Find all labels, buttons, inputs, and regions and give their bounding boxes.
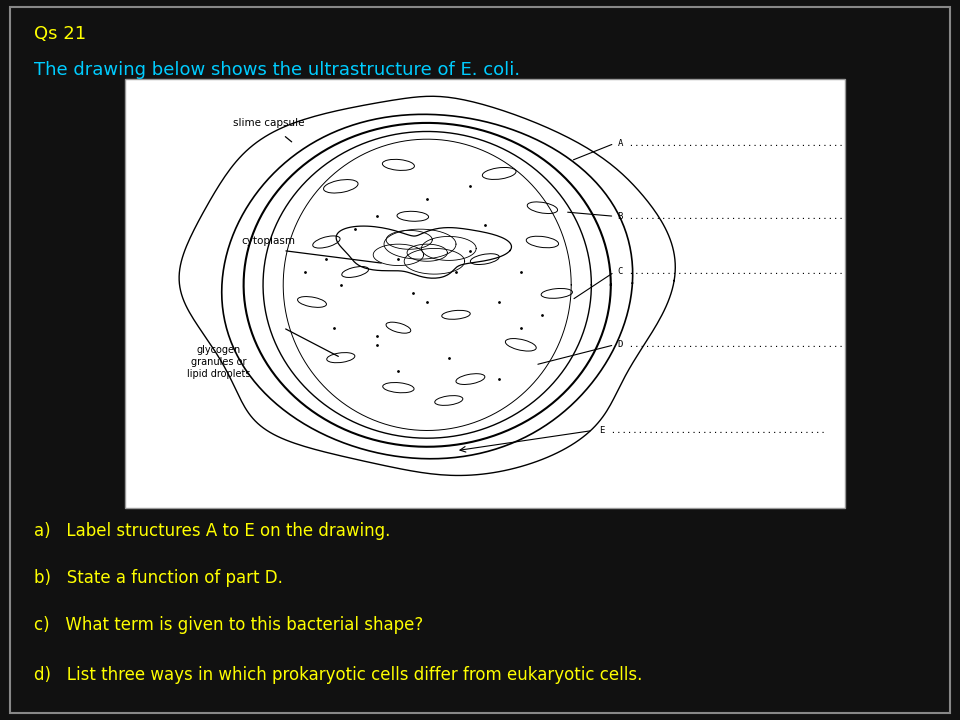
Text: The drawing below shows the ultrastructure of E. coli.: The drawing below shows the ultrastructu…: [34, 61, 519, 79]
Text: Qs 21: Qs 21: [34, 25, 85, 43]
Text: E ........................................: E ......................................…: [600, 426, 826, 435]
Text: d)   List three ways in which prokaryotic cells differ from eukaryotic cells.: d) List three ways in which prokaryotic …: [34, 666, 642, 684]
Text: cytoplasm: cytoplasm: [242, 236, 296, 246]
Text: C ........................................: C ......................................…: [618, 268, 844, 276]
Text: a)   Label structures A to E on the drawing.: a) Label structures A to E on the drawin…: [34, 522, 390, 540]
Text: c)   What term is given to this bacterial shape?: c) What term is given to this bacterial …: [34, 616, 422, 634]
Text: b)   State a function of part D.: b) State a function of part D.: [34, 569, 282, 587]
Text: B ........................................: B ......................................…: [618, 212, 844, 221]
Text: glycogen
granules or
lipid droplets: glycogen granules or lipid droplets: [186, 346, 251, 379]
Bar: [125, 79, 845, 508]
Text: slime capsule: slime capsule: [233, 119, 304, 128]
Text: A ........................................: A ......................................…: [618, 139, 844, 148]
Text: D ........................................: D ......................................…: [618, 341, 844, 349]
